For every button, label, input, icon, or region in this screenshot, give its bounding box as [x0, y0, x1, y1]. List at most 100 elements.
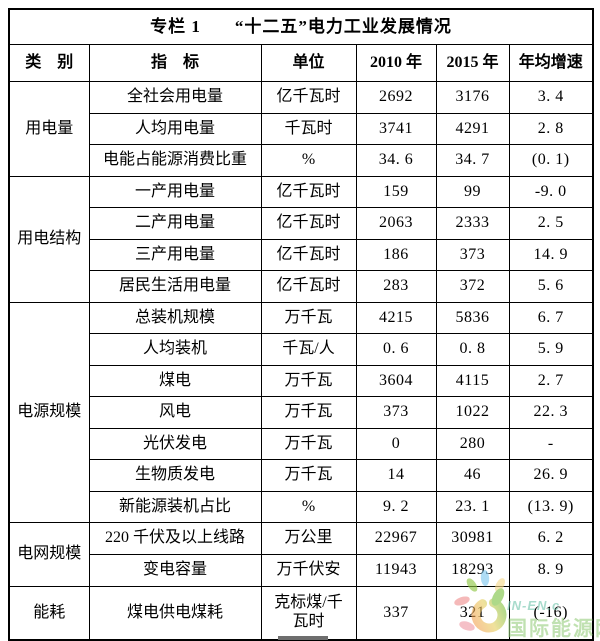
table-row: 变电容量 万千伏安 11943 18293 8. 9	[9, 554, 594, 587]
value-2010-cell: 14	[355, 459, 437, 492]
table-row: 电网规模 220 千伏及以上线路 万公里 22967 30981 6. 2	[8, 522, 594, 587]
table-row: 人均装机 千瓦/人 0. 6 0. 8 5. 9	[9, 333, 594, 366]
growth-cell: -	[508, 427, 594, 460]
value-2010-cell: 373	[355, 396, 437, 429]
value-2015-cell: 99	[435, 175, 510, 208]
indicator-cell: 风电	[88, 396, 262, 429]
value-2010-cell: 2692	[355, 81, 437, 114]
value-2015-cell: 46	[435, 459, 510, 492]
table-row: 能耗 煤电供电煤耗 克标煤/千 瓦时 337 321 (-16)	[8, 586, 594, 640]
growth-cell: (-16)	[508, 586, 594, 640]
unit-cell: 万公里	[260, 522, 357, 555]
table-row: 新能源装机占比 % 9. 2 23. 1 (13. 9)	[9, 490, 594, 523]
col-header-unit: 单位	[260, 44, 357, 82]
unit-cell: 亿千瓦时	[260, 270, 357, 303]
unit-cell: %	[260, 144, 357, 177]
growth-cell: 26. 9	[508, 459, 594, 492]
table-row: 人均用电量 千瓦时 3741 4291 2. 8	[9, 112, 594, 145]
value-2015-cell: 0. 8	[435, 333, 510, 366]
value-2010-cell: 337	[355, 586, 437, 640]
value-2015-cell: 2333	[435, 207, 510, 240]
growth-cell: 6. 2	[508, 522, 594, 555]
value-2015-cell: 4115	[435, 364, 510, 397]
value-2010-cell: 159	[355, 175, 437, 208]
indicator-cell: 生物质发电	[88, 459, 262, 492]
growth-cell: 2. 5	[508, 207, 594, 240]
indicator-cell: 新能源装机占比	[88, 490, 262, 523]
unit-cell: 亿千瓦时	[260, 175, 357, 208]
value-2010-cell: 34. 6	[355, 144, 437, 177]
indicator-cell: 电能占能源消费比重	[88, 144, 262, 177]
indicator-cell: 人均用电量	[88, 112, 262, 145]
growth-cell: 2. 7	[508, 364, 594, 397]
value-2010-cell: 186	[355, 238, 437, 271]
value-2015-cell: 34. 7	[435, 144, 510, 177]
growth-cell: (0. 1)	[508, 144, 594, 177]
value-2010-cell: 3604	[355, 364, 437, 397]
col-header-growth: 年均增速	[508, 44, 594, 82]
table-row: 用电量 全社会用电量 亿千瓦时 2692 3176 3. 4	[8, 81, 594, 177]
table-title: 专栏 1 “十二五”电力工业发展情况	[8, 8, 594, 45]
growth-cell: 5. 6	[508, 270, 594, 303]
growth-cell: 14. 9	[508, 238, 594, 271]
table-row: 煤电 万千瓦 3604 4115 2. 7	[9, 364, 594, 397]
value-2015-cell: 321	[435, 586, 510, 640]
category-cell: 用电量	[8, 81, 90, 177]
unit-cell: 克标煤/千 瓦时	[260, 586, 357, 640]
growth-cell: 2. 8	[508, 112, 594, 145]
power-industry-table: 专栏 1 “十二五”电力工业发展情况 类 别 指 标 单位 2010 年 2015…	[8, 8, 594, 641]
growth-cell: -9. 0	[508, 175, 594, 208]
col-header-2010: 2010 年	[355, 44, 437, 82]
value-2010-cell: 3741	[355, 112, 437, 145]
unit-cell: 万千瓦	[260, 364, 357, 397]
value-2015-cell: 4291	[435, 112, 510, 145]
table-row: 用电结构 一产用电量 亿千瓦时 159 99 -9. 0	[8, 175, 594, 303]
indicator-cell: 220 千伏及以上线路	[88, 522, 262, 555]
growth-cell: (13. 9)	[508, 490, 594, 523]
value-2010-cell: 22967	[355, 522, 437, 555]
table-row: 居民生活用电量 亿千瓦时 283 372 5. 6	[9, 270, 594, 303]
unit-cell: 亿千瓦时	[260, 238, 357, 271]
growth-cell: 8. 9	[508, 554, 594, 587]
value-2015-cell: 280	[435, 427, 510, 460]
value-2010-cell: 11943	[355, 554, 437, 587]
value-2015-cell: 5836	[435, 301, 510, 334]
table-row: 二产用电量 亿千瓦时 2063 2333 2. 5	[9, 207, 594, 240]
indicator-cell: 总装机规模	[88, 301, 262, 334]
growth-cell: 6. 7	[508, 301, 594, 334]
unit-cell: 千瓦/人	[260, 333, 357, 366]
indicator-cell: 变电容量	[88, 554, 262, 587]
indicator-cell: 三产用电量	[88, 238, 262, 271]
value-2015-cell: 18293	[435, 554, 510, 587]
col-header-category: 类 别	[8, 44, 90, 82]
value-2015-cell: 1022	[435, 396, 510, 429]
value-2010-cell: 0. 6	[355, 333, 437, 366]
indicator-cell: 居民生活用电量	[88, 270, 262, 303]
indicator-cell: 光伏发电	[88, 427, 262, 460]
category-cell: 电源规模	[8, 301, 90, 523]
value-2015-cell: 3176	[435, 81, 510, 114]
indicator-cell: 煤电	[88, 364, 262, 397]
table-title-row: 专栏 1 “十二五”电力工业发展情况	[8, 8, 594, 45]
value-2010-cell: 2063	[355, 207, 437, 240]
value-2010-cell: 283	[355, 270, 437, 303]
unit-cell: 万千瓦	[260, 427, 357, 460]
value-2010-cell: 9. 2	[355, 490, 437, 523]
indicator-cell: 煤电供电煤耗	[88, 586, 262, 640]
unit-cell: 万千瓦	[260, 396, 357, 429]
category-cell: 用电结构	[8, 175, 90, 303]
unit-cell: 千瓦时	[260, 112, 357, 145]
category-cell: 能耗	[8, 586, 90, 640]
table-row: 三产用电量 亿千瓦时 186 373 14. 9	[9, 238, 594, 271]
unit-cell: 亿千瓦时	[260, 81, 357, 114]
value-2015-cell: 372	[435, 270, 510, 303]
value-2010-cell: 4215	[355, 301, 437, 334]
growth-cell: 5. 9	[508, 333, 594, 366]
value-2015-cell: 373	[435, 238, 510, 271]
bottom-edge-bar	[278, 636, 328, 640]
unit-cell: 万千伏安	[260, 554, 357, 587]
unit-cell: 万千瓦	[260, 459, 357, 492]
unit-cell: 万千瓦	[260, 301, 357, 334]
col-header-indicator: 指 标	[88, 44, 262, 82]
table-row: 风电 万千瓦 373 1022 22. 3	[9, 396, 594, 429]
